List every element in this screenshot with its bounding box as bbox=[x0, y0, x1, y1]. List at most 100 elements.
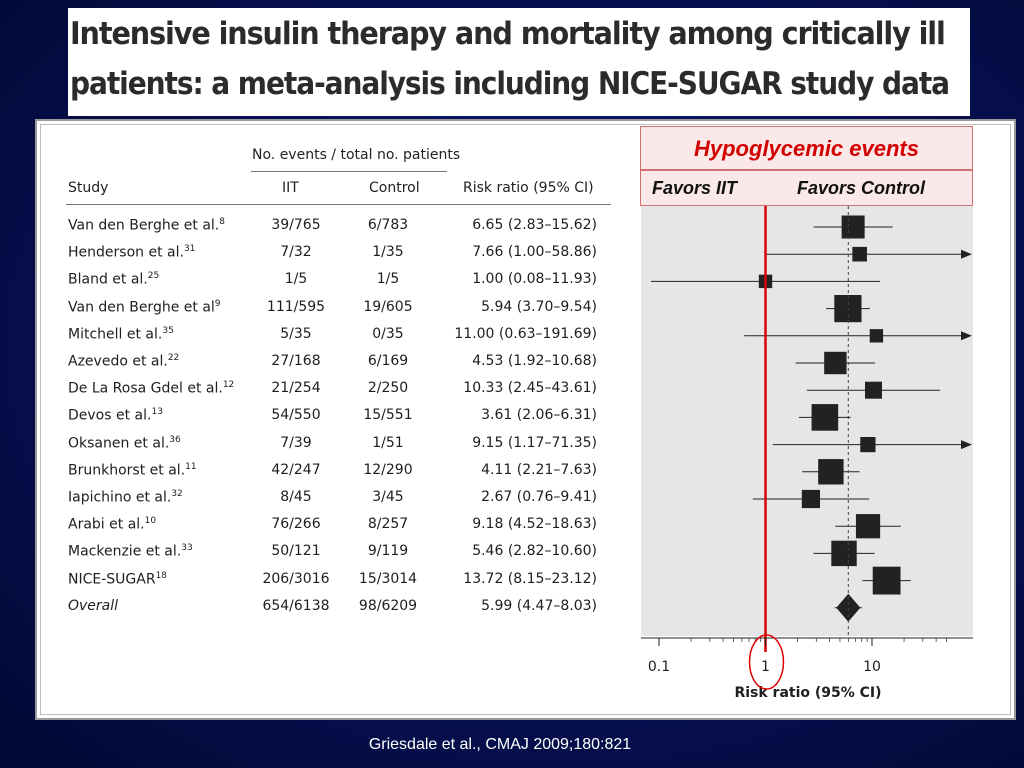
control-events: 0/35 bbox=[372, 325, 404, 342]
slide-title-line-2: patients: a meta-analysis including NICE… bbox=[70, 66, 950, 102]
iit-events: 76/266 bbox=[271, 516, 321, 533]
reference-number: 18 bbox=[155, 570, 168, 581]
effect-square bbox=[831, 540, 857, 567]
control-events: 6/783 bbox=[367, 217, 409, 233]
reference-number: 12 bbox=[222, 380, 235, 391]
risk-ratio-ci: 5.46 (2.82–10.60) bbox=[472, 543, 597, 560]
reference-number: 11 bbox=[185, 461, 197, 472]
effect-square bbox=[841, 215, 865, 239]
citation: Griesdale et al., CMAJ 2009;180:821 bbox=[368, 736, 632, 753]
ci-arrow bbox=[961, 331, 972, 341]
ci-arrow bbox=[961, 249, 972, 259]
effect-square bbox=[801, 489, 821, 509]
study-name: Van den Berghe et al.8 bbox=[68, 217, 225, 234]
figure-inner-border bbox=[40, 124, 1011, 715]
iit-events: 39/765 bbox=[271, 217, 321, 233]
study-name: De La Rosa Gdel et al.12 bbox=[68, 380, 235, 397]
study-name: Iapichino et al.32 bbox=[68, 489, 183, 506]
effect-square bbox=[865, 381, 883, 399]
col-header-iit: IIT bbox=[282, 180, 299, 196]
study-name: Mackenzie et al.33 bbox=[68, 543, 193, 561]
col-header-risk-ratio: Risk ratio (95% CI) bbox=[463, 180, 594, 196]
reference-number: 8 bbox=[219, 217, 225, 227]
control-events: 1/35 bbox=[372, 244, 404, 261]
reference-number: 22 bbox=[167, 353, 180, 363]
highlight-circle bbox=[748, 634, 785, 690]
reference-number: 32 bbox=[171, 489, 183, 499]
group-header-rule bbox=[251, 171, 447, 172]
effect-square bbox=[824, 351, 847, 375]
iit-events: 654/6138 bbox=[262, 597, 330, 614]
control-events: 1/51 bbox=[372, 434, 404, 451]
slide-title-box: Intensive insulin therapy and mortality … bbox=[68, 8, 970, 116]
x-tick-label: 0.1 bbox=[648, 659, 670, 675]
study-name: Azevedo et al.22 bbox=[68, 353, 180, 370]
iit-events: 1/5 bbox=[284, 271, 308, 288]
study-name: Brunkhorst et al.11 bbox=[68, 461, 197, 479]
forest-plot-background bbox=[641, 206, 973, 636]
reference-number: 25 bbox=[147, 271, 160, 282]
study-name: Mitchell et al.35 bbox=[68, 325, 174, 343]
iit-events: 7/32 bbox=[280, 244, 312, 261]
iit-events: 21/254 bbox=[271, 380, 321, 397]
reference-number: 9 bbox=[214, 298, 221, 309]
effect-square bbox=[852, 246, 867, 262]
col-header-control: Control bbox=[369, 180, 420, 196]
risk-ratio-ci: 1.00 (0.08–11.93) bbox=[472, 271, 597, 288]
study-name: Arabi et al.10 bbox=[68, 516, 157, 533]
control-events: 98/6209 bbox=[358, 597, 418, 614]
control-events: 1/5 bbox=[376, 271, 400, 288]
iit-events: 54/550 bbox=[271, 407, 321, 424]
control-events: 12/290 bbox=[363, 461, 413, 478]
iit-events: 42/247 bbox=[271, 461, 321, 478]
slide-title-line-1: Intensive insulin therapy and mortality … bbox=[70, 16, 946, 52]
iit-events: 8/45 bbox=[280, 489, 312, 505]
effect-square bbox=[872, 566, 901, 595]
risk-ratio-ci: 6.65 (2.83–15.62) bbox=[472, 217, 597, 233]
reference-number: 13 bbox=[151, 407, 163, 418]
risk-ratio-ci: 5.99 (4.47–8.03) bbox=[481, 597, 597, 614]
iit-events: 206/3016 bbox=[262, 570, 330, 587]
favors-control-label: Favors Control bbox=[797, 178, 926, 198]
control-events: 9/119 bbox=[367, 543, 409, 560]
favors-iit-label: Favors IIT bbox=[652, 178, 738, 198]
risk-ratio-ci: 3.61 (2.06–6.31) bbox=[481, 407, 597, 424]
control-events: 15/3014 bbox=[358, 570, 418, 587]
effect-square bbox=[855, 514, 881, 539]
risk-ratio-ci: 2.67 (0.76–9.41) bbox=[481, 489, 597, 505]
x-tick-label: 1 bbox=[761, 659, 770, 675]
reference-number: 35 bbox=[162, 325, 174, 336]
risk-ratio-ci: 4.11 (2.21–7.63) bbox=[481, 461, 597, 478]
favors-bar: Favors IIT Favors Control bbox=[640, 170, 973, 206]
reference-number: 10 bbox=[144, 516, 157, 527]
control-events: 2/250 bbox=[367, 380, 409, 397]
effect-square bbox=[811, 404, 839, 431]
study-name: Bland et al.25 bbox=[68, 271, 160, 289]
header-bottom-rule bbox=[66, 204, 611, 205]
control-events: 15/551 bbox=[363, 407, 413, 424]
reference-number: 36 bbox=[169, 434, 181, 445]
risk-ratio-ci: 13.72 (8.15–23.12) bbox=[463, 570, 597, 587]
reference-number: 31 bbox=[183, 244, 196, 255]
risk-ratio-ci: 5.94 (3.70–9.54) bbox=[481, 298, 597, 315]
iit-events: 27/168 bbox=[271, 353, 321, 369]
reference-number: 33 bbox=[181, 543, 193, 554]
study-name: NICE-SUGAR18 bbox=[68, 570, 168, 588]
overall-diamond bbox=[836, 593, 861, 622]
effect-square bbox=[869, 329, 884, 343]
effect-square bbox=[860, 437, 876, 453]
hypoglycemic-events-callout: Hypoglycemic events bbox=[640, 126, 973, 170]
risk-ratio-ci: 10.33 (2.45–43.61) bbox=[463, 380, 597, 397]
control-events: 6/169 bbox=[367, 353, 409, 369]
iit-events: 111/595 bbox=[266, 298, 326, 315]
events-group-header: No. events / total no. patients bbox=[252, 147, 461, 163]
control-events: 8/257 bbox=[367, 516, 409, 533]
control-events: 3/45 bbox=[372, 489, 404, 505]
ci-arrow bbox=[961, 440, 972, 450]
x-tick-label: 10 bbox=[863, 659, 881, 675]
x-axis-label: Risk ratio (95% CI) bbox=[734, 685, 881, 701]
iit-events: 50/121 bbox=[271, 543, 321, 560]
risk-ratio-ci: 11.00 (0.63–191.69) bbox=[454, 325, 597, 342]
col-header-study: Study bbox=[68, 180, 109, 196]
